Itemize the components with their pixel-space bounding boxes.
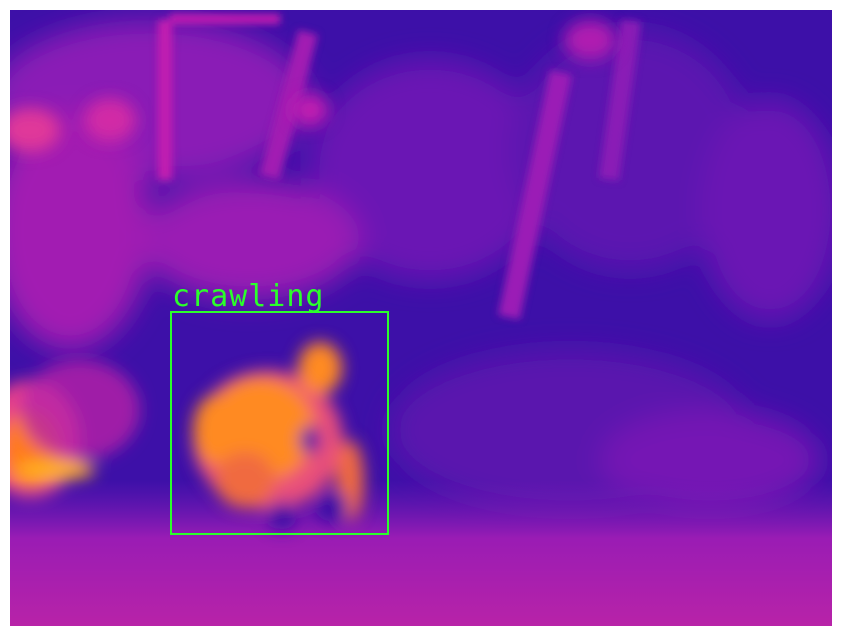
thermal-image: crawling <box>10 10 832 626</box>
tree-trunks <box>158 14 642 320</box>
person-heat-signature <box>193 342 364 530</box>
detection-box <box>170 311 389 535</box>
warm-foliage <box>10 20 832 510</box>
detection-label: crawling <box>172 279 325 314</box>
ground <box>10 480 832 626</box>
thermal-scene <box>10 10 832 626</box>
warm-spots <box>10 20 616 152</box>
hot-left-edge <box>10 360 140 500</box>
